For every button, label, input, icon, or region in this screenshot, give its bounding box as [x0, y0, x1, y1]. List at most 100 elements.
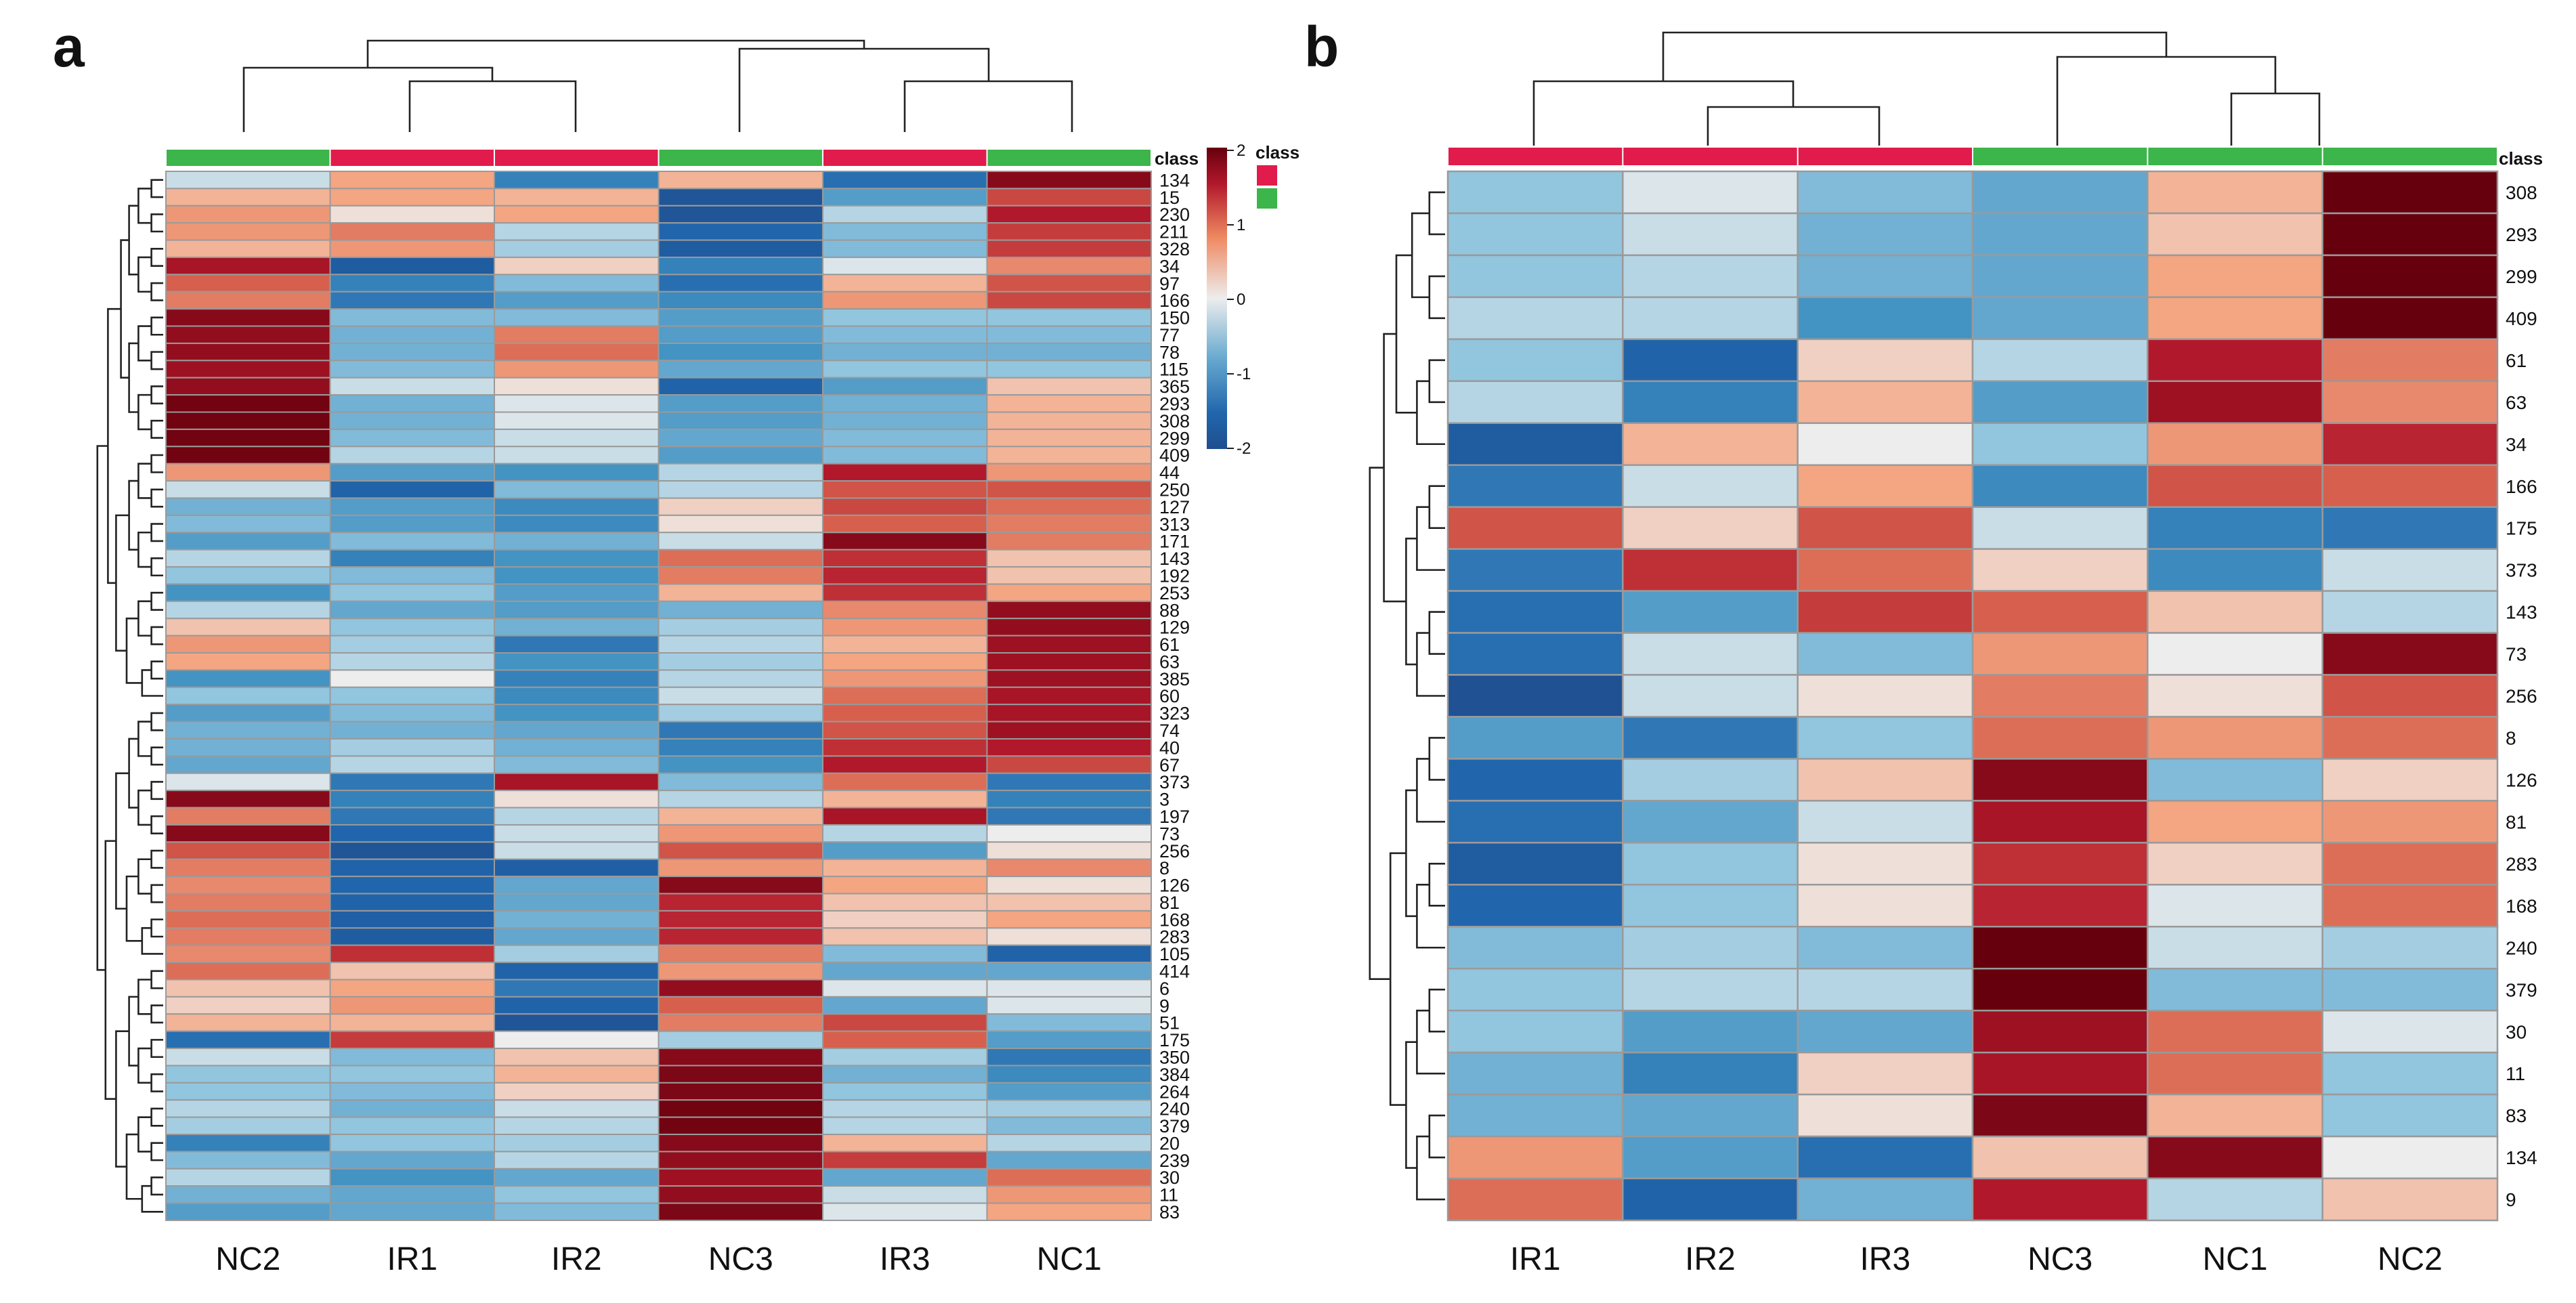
- heatmap-cell: [986, 1185, 1152, 1204]
- heatmap-cell: [658, 686, 823, 706]
- heatmap-cell: [494, 514, 660, 534]
- heatmap-cell: [494, 962, 660, 981]
- row-label: 283: [1159, 927, 1190, 947]
- row-branch: [1395, 254, 1417, 414]
- heatmap-cell: [494, 583, 660, 602]
- heatmap-cell: [165, 704, 331, 723]
- heatmap-cell: [494, 686, 660, 706]
- heatmap-cell: [658, 1030, 823, 1050]
- heatmap-cell: [1446, 170, 1624, 215]
- heatmap-cell: [1446, 716, 1624, 760]
- heatmap-cell: [2147, 758, 2323, 802]
- heatmap-cell: [986, 566, 1152, 585]
- heatmap-cell: [1971, 1009, 2149, 1054]
- heatmap-cell: [986, 635, 1152, 654]
- heatmap-cell: [165, 308, 331, 327]
- heatmap-cell: [658, 188, 823, 207]
- row-branch: [120, 239, 129, 379]
- row-label: 379: [2506, 979, 2537, 1000]
- heatmap-cell: [1446, 884, 1624, 928]
- heatmap-cell: [1797, 1135, 1974, 1180]
- heatmap-cell: [2321, 170, 2499, 215]
- heatmap-cell: [986, 274, 1152, 293]
- row-branch: [150, 523, 163, 542]
- heatmap-cell: [1797, 506, 1974, 550]
- heatmap-cell: [1622, 338, 1799, 383]
- heatmap-cell: [329, 222, 495, 241]
- heatmap-cell: [165, 1082, 331, 1101]
- heatmap-cell: [494, 188, 660, 207]
- heatmap-cell: [329, 360, 495, 379]
- heatmap-cell: [494, 394, 660, 413]
- class-bar-cell: [167, 150, 330, 166]
- heatmap-cell: [2321, 967, 2499, 1012]
- heatmap-cell: [658, 291, 823, 310]
- heatmap-cell: [329, 1168, 495, 1187]
- heatmap-cell: [986, 291, 1152, 310]
- row-branch: [150, 247, 163, 267]
- heatmap-cell: [494, 1168, 660, 1187]
- heatmap-cell: [1446, 212, 1624, 257]
- heatmap-cell: [1971, 254, 2149, 299]
- heatmap-cell: [658, 274, 823, 293]
- heatmap-cell: [165, 222, 331, 241]
- heatmap-cell: [329, 394, 495, 413]
- heatmap-cell: [1622, 1177, 1799, 1222]
- row-label: 9: [2506, 1189, 2516, 1210]
- heatmap-cell: [165, 755, 331, 774]
- heatmap-cell: [2147, 254, 2323, 299]
- a-col-branch: [242, 66, 494, 132]
- row-branch: [150, 419, 163, 439]
- heatmap-cell: [494, 342, 660, 362]
- heatmap-cell: [1622, 1093, 1799, 1138]
- heatmap-cell: [329, 824, 495, 843]
- heatmap-cell: [658, 1013, 823, 1032]
- column-label: IR2: [551, 1241, 602, 1277]
- heatmap-cell: [1797, 1009, 1974, 1054]
- heatmap-cell: [986, 256, 1152, 276]
- row-branch: [1416, 380, 1445, 446]
- row-label: 373: [1159, 772, 1190, 792]
- heatmap-cell: [986, 342, 1152, 362]
- heatmap-cell: [1446, 1177, 1624, 1222]
- panel-a: a class 13415230211328349716615077781153…: [53, 15, 1300, 1277]
- legend-tick-label: 2: [1237, 142, 1245, 160]
- row-branch: [1405, 537, 1417, 666]
- heatmap-cell: [2321, 422, 2499, 466]
- heatmap-cell: [658, 772, 823, 792]
- heatmap-cell: [494, 755, 660, 774]
- heatmap-cell: [2321, 254, 2499, 299]
- heatmap-cell: [2321, 296, 2499, 341]
- heatmap-cell: [494, 360, 660, 379]
- row-label: 78: [1159, 342, 1180, 362]
- row-label: 6: [1159, 979, 1169, 999]
- column-label: IR3: [1860, 1241, 1910, 1277]
- row-branch: [1428, 1114, 1445, 1159]
- heatmap-cell: [1622, 967, 1799, 1012]
- class-bar-cell: [495, 150, 658, 166]
- row-label: 105: [1159, 944, 1190, 964]
- row-branch: [128, 342, 139, 413]
- heatmap-cell: [1446, 758, 1624, 802]
- heatmap-cell: [1622, 422, 1799, 466]
- heatmap-cell: [1622, 548, 1799, 592]
- heatmap-cell: [822, 618, 988, 637]
- row-branch: [150, 316, 163, 336]
- panel-b-row-dendrogram: [1369, 191, 1445, 1201]
- panel-b-class-label: class: [2499, 148, 2543, 169]
- heatmap-cell: [1797, 884, 1974, 928]
- heatmap-cell: [658, 927, 823, 946]
- row-branch: [1428, 191, 1445, 236]
- heatmap-cell: [494, 171, 660, 190]
- heatmap-cell: [658, 824, 823, 843]
- heatmap-cell: [329, 618, 495, 637]
- heatmap-cell: [822, 686, 988, 706]
- legend-tick-label: 1: [1237, 216, 1245, 234]
- heatmap-cell: [658, 308, 823, 327]
- heatmap-cell: [822, 824, 988, 843]
- heatmap-cell: [822, 446, 988, 465]
- heatmap-cell: [165, 996, 331, 1015]
- heatmap-cell: [822, 841, 988, 860]
- heatmap-cell: [822, 1202, 988, 1222]
